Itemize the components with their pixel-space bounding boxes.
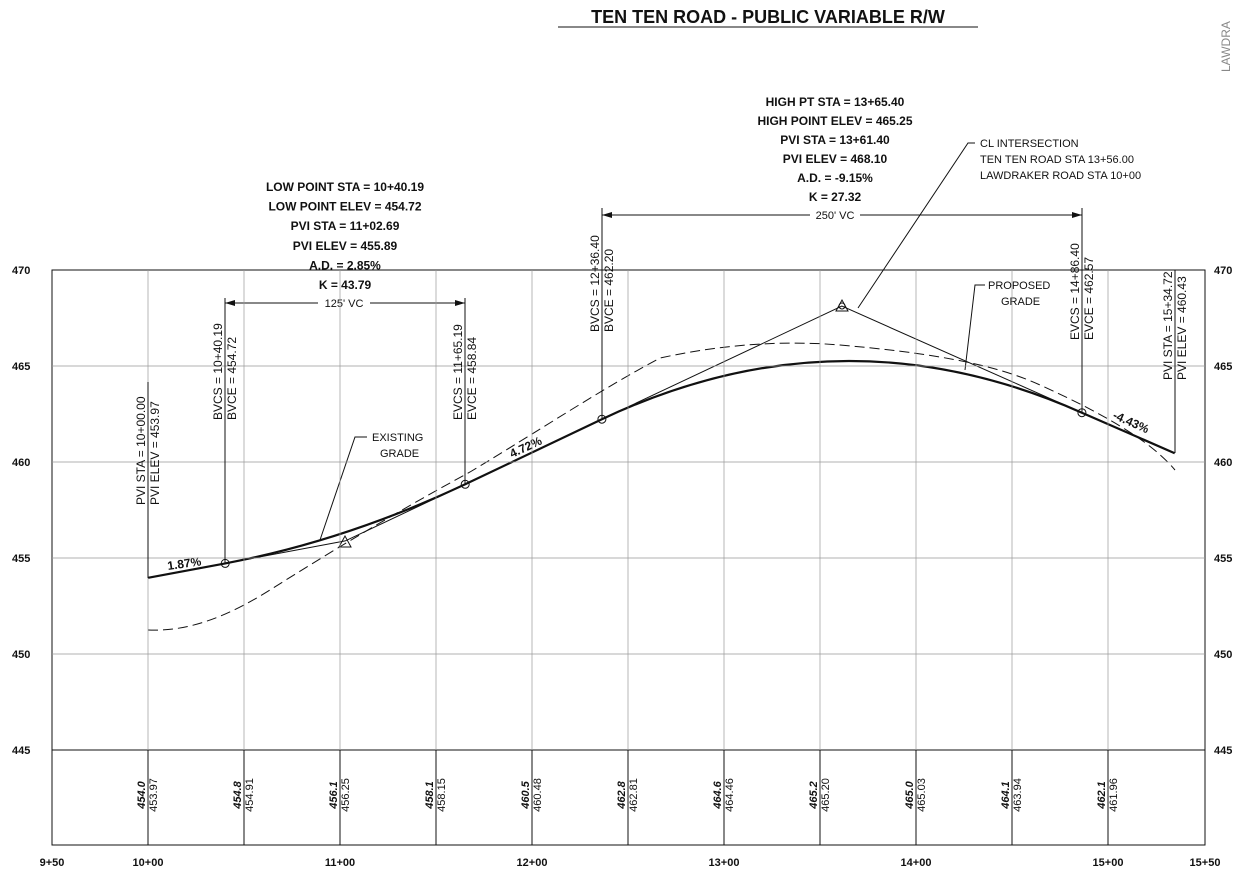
vc-label: 125' VC — [325, 298, 364, 310]
station-label-v: EVCS = 11+65.19 — [451, 324, 465, 420]
tangent-lines — [225, 305, 1083, 564]
proposed-elev: 458.15 — [436, 778, 448, 812]
existing-elev: 454.8 — [232, 780, 244, 809]
side-text: LAWDRA — [1219, 21, 1233, 72]
station-label-v: BVCS = 10+40.19 — [211, 323, 225, 420]
existing-elev: 462.1 — [1096, 781, 1108, 810]
proposed-elev: 462.81 — [628, 778, 640, 812]
y-label: 465 — [12, 361, 30, 373]
grade-label: -4.43% — [1111, 408, 1152, 436]
existing-elev: 456.1 — [328, 781, 340, 810]
proposed-elev: 464.46 — [724, 778, 736, 812]
low-point-info: LOW POINT STA = 10+40.19 — [266, 180, 424, 194]
station-label: 15+00 — [1093, 857, 1124, 869]
low-point-info: K = 43.79 — [319, 278, 372, 292]
cl-info: CL INTERSECTION — [980, 138, 1079, 150]
proposed-elev: 454.91 — [244, 778, 256, 812]
high-point-info: HIGH POINT ELEV = 465.25 — [757, 114, 912, 128]
station-label: 13+00 — [709, 857, 740, 869]
grade-label: 1.87% — [166, 554, 202, 573]
existing-elev: 454.0 — [136, 780, 148, 809]
proposed-elev: 460.48 — [532, 778, 544, 812]
station-label-v: PVI ELEV = 460.43 — [1175, 276, 1189, 380]
y-label: 460 — [12, 457, 30, 469]
station-label-v: PVI STA = 10+00.00 — [134, 396, 148, 505]
station-label: 12+00 — [517, 857, 548, 869]
label-bg — [810, 210, 860, 222]
y-label: 450 — [12, 649, 30, 661]
low-point-info: PVI ELEV = 455.89 — [293, 239, 398, 253]
high-point-info: K = 27.32 — [809, 190, 862, 204]
high-point-info: HIGH PT STA = 13+65.40 — [766, 95, 905, 109]
station-label-v: EVCS = 14+86.40 — [1068, 243, 1082, 340]
low-point-info: LOW POINT ELEV = 454.72 — [268, 200, 421, 214]
existing-elev: 460.5 — [520, 780, 532, 809]
station-label-v: EVCE = 458.84 — [465, 337, 479, 420]
y-label: 455 — [12, 553, 30, 565]
y-label: 470 — [1214, 265, 1232, 277]
high-point-info: PVI ELEV = 468.10 — [783, 152, 888, 166]
station-label: 15+50 — [1190, 857, 1221, 869]
station-label-v: PVI STA = 15+34.72 — [1161, 271, 1175, 380]
title: TEN TEN ROAD - PUBLIC VARIABLE R/W — [591, 7, 945, 27]
low-point-info: PVI STA = 11+02.69 — [291, 219, 400, 233]
callout: GRADE — [380, 448, 419, 460]
station-label: 9+50 — [40, 857, 65, 869]
curve-points — [220, 302, 1087, 568]
vc-label: 250' VC — [816, 210, 855, 222]
existing-grade — [147, 342, 1176, 631]
proposed-elev: 465.03 — [916, 778, 928, 812]
proposed-elev: 461.96 — [1108, 778, 1120, 812]
proposed-elev: 463.94 — [1012, 778, 1024, 812]
high-point-info: A.D. = -9.15% — [797, 171, 873, 185]
leaders — [319, 142, 985, 541]
y-label: 445 — [12, 745, 30, 757]
high-point-info: PVI STA = 13+61.40 — [780, 133, 890, 147]
low-point-info: A.D. = 2.85% — [309, 258, 381, 272]
station-label: 11+00 — [325, 857, 355, 869]
existing-elev: 464.6 — [712, 780, 724, 809]
existing-elev: 458.1 — [424, 781, 436, 810]
cl-info: LAWDRAKER ROAD STA 10+00 — [980, 170, 1141, 182]
label-bg — [318, 298, 370, 310]
existing-elev: 462.8 — [616, 780, 628, 809]
y-label: 450 — [1214, 649, 1232, 661]
cl-info: TEN TEN ROAD STA 13+56.00 — [980, 154, 1134, 166]
callout: GRADE — [1001, 296, 1040, 308]
station-label: 10+00 — [133, 857, 164, 869]
station-label-v: BVCE = 462.20 — [602, 249, 616, 332]
callout: PROPOSED — [988, 280, 1050, 292]
existing-elev: 465.2 — [808, 781, 820, 810]
station-label-v: EVCE = 462.57 — [1082, 257, 1096, 340]
proposed-elev: 465.20 — [820, 778, 832, 812]
y-label: 455 — [1214, 553, 1232, 565]
existing-elev: 465.0 — [904, 780, 916, 809]
station-label-v: BVCE = 454.72 — [225, 337, 239, 420]
station-label: 14+00 — [901, 857, 932, 869]
callout: EXISTING — [372, 432, 423, 444]
y-label: 445 — [1214, 745, 1232, 757]
y-label: 460 — [1214, 457, 1232, 469]
station-label-v: BVCS = 12+36.40 — [588, 235, 602, 332]
proposed-elev: 456.25 — [340, 778, 352, 812]
proposed-grade — [147, 359, 1176, 579]
y-label: 470 — [12, 265, 30, 277]
y-label: 465 — [1214, 361, 1232, 373]
station-label-v: PVI ELEV = 453.97 — [148, 401, 162, 505]
proposed-elev: 453.97 — [148, 778, 160, 812]
existing-elev: 464.1 — [1000, 781, 1012, 810]
